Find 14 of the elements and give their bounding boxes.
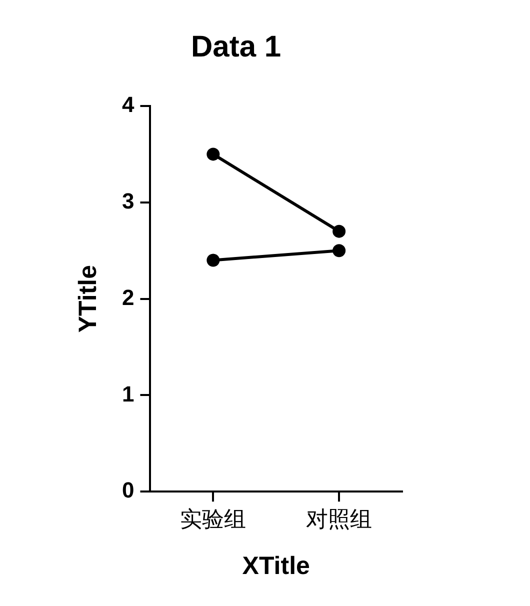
point — [206, 148, 220, 161]
x-tick-label: 对照组 — [306, 508, 372, 533]
y-tick-label: 2 — [122, 284, 134, 310]
y-tick-label: 3 — [122, 188, 134, 214]
x-tick-label: 实验组 — [180, 508, 246, 533]
chart-title: Data 1 — [190, 30, 282, 64]
point — [332, 224, 346, 238]
point — [332, 244, 346, 258]
y-tick-label: 4 — [122, 92, 135, 118]
y-tick-label: 1 — [122, 381, 134, 406]
point — [206, 254, 220, 267]
y-tick-label: 0 — [122, 478, 134, 503]
y-axis-title: YTitle — [74, 264, 102, 333]
x-axis-title: XTitle — [242, 552, 310, 580]
